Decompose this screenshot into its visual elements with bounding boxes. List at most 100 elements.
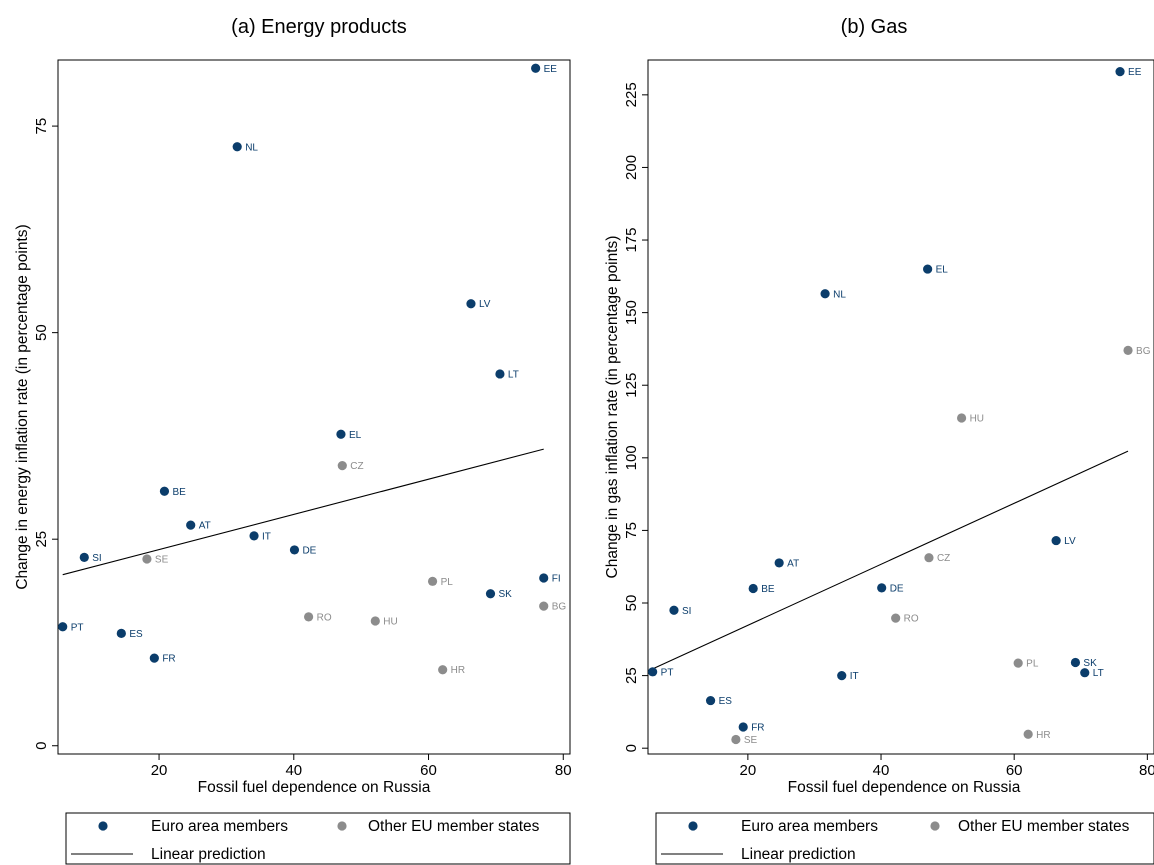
x-tick-label: 20 <box>740 762 757 779</box>
point-lv <box>1051 535 1061 546</box>
point-label-ee: EE <box>1128 67 1142 78</box>
point-cz <box>924 553 934 563</box>
point-pl <box>427 576 438 586</box>
fit-line-group <box>62 448 544 576</box>
point-label-sk: SK <box>499 589 513 600</box>
legend: Euro area members Other EU member states… <box>655 812 1154 865</box>
y-tick-label: 200 <box>623 155 640 180</box>
plot-frame <box>647 59 1154 755</box>
legend-marker-other <box>930 821 940 831</box>
y-axis-title: Change in gas inflation rate (in percent… <box>604 236 621 579</box>
point-ee <box>531 63 541 73</box>
point-bg <box>539 601 549 611</box>
point-label-el: EL <box>349 430 362 441</box>
x-axis-title: Fossil fuel dependence on Russia <box>788 779 1021 796</box>
points-group: EE NL LV LT EL BE AT IT DE SI FI SK PT ES FR CZ SE PL BG RO… <box>58 63 566 676</box>
point-label-hu: HU <box>383 616 397 627</box>
legend-box <box>655 812 1154 865</box>
point-it <box>249 531 259 541</box>
point-label-fi: FI <box>552 574 561 585</box>
point-sk <box>1070 657 1081 668</box>
legend-label-euro: Euro area members <box>741 818 878 835</box>
point-it <box>837 670 847 681</box>
y-tick-label: 100 <box>623 445 640 470</box>
legend: Euro area members Other EU member states… <box>65 812 571 865</box>
y-axis-title: Change in energy inflation rate (in perc… <box>14 224 31 589</box>
point-se <box>142 554 152 564</box>
legend-label-other: Other EU member states <box>368 818 540 835</box>
linear-prediction-line <box>652 450 1129 670</box>
point-label-fr: FR <box>751 722 764 733</box>
x-axis-title: Fossil fuel dependence on Russia <box>198 779 431 796</box>
point-hr <box>438 665 448 675</box>
point-label-sk: SK <box>1083 658 1097 669</box>
y-tick-label: 150 <box>623 300 640 325</box>
x-tick-label: 60 <box>420 762 437 779</box>
point-label-pl: PL <box>441 577 454 588</box>
point-es <box>116 628 126 638</box>
point-label-lv: LV <box>1064 536 1076 547</box>
point-label-se: SE <box>744 735 758 746</box>
point-el <box>336 429 346 439</box>
point-at <box>186 520 196 530</box>
linear-prediction-line <box>62 448 544 576</box>
point-hu <box>370 616 380 626</box>
legend-label-line: Linear prediction <box>741 846 856 863</box>
chart-title: (b) Gas <box>841 16 908 38</box>
points-group: EE EL NL LV AT BE DE SI SK PT LT IT ES FR BG HU CZ RO PL HR… <box>648 67 1151 746</box>
point-label-pl: PL <box>1026 659 1039 670</box>
point-hu <box>956 413 967 423</box>
x-tick-label: 80 <box>1139 762 1154 779</box>
point-label-nl: NL <box>833 289 846 300</box>
point-label-be: BE <box>761 584 775 595</box>
point-si <box>669 605 679 615</box>
point-label-es: ES <box>129 629 143 640</box>
point-label-lt: LT <box>1093 668 1104 679</box>
point-de <box>877 583 887 593</box>
point-label-de: DE <box>890 583 904 594</box>
y-tick-label: 25 <box>623 667 640 684</box>
y-tick-label: 175 <box>623 228 640 253</box>
point-label-pt: PT <box>71 622 84 633</box>
panel-gas: (b) Gas Change in gas inflation rate (in… <box>604 16 1154 865</box>
y-tick-label: 125 <box>623 373 640 398</box>
point-label-si: SI <box>92 553 101 564</box>
point-de <box>289 545 300 555</box>
point-lt <box>1080 668 1090 678</box>
point-nl <box>820 289 830 299</box>
point-fr <box>149 653 159 663</box>
point-label-nl: NL <box>245 142 258 153</box>
y-tick-label: 0 <box>33 742 50 750</box>
y-tick-label: 75 <box>33 118 50 135</box>
point-be <box>159 486 170 496</box>
y-tick-label: 0 <box>623 744 640 752</box>
point-be <box>748 583 758 594</box>
point-fi <box>539 573 549 583</box>
point-label-at: AT <box>199 521 211 532</box>
point-label-si: SI <box>682 606 691 617</box>
point-label-hu: HU <box>970 414 984 425</box>
point-cz <box>337 461 347 471</box>
point-pl <box>1013 658 1023 668</box>
y-tick-label: 75 <box>623 522 640 539</box>
point-el <box>923 264 933 274</box>
point-label-ee: EE <box>544 64 558 75</box>
point-label-pt: PT <box>661 667 674 678</box>
y-tick-label: 50 <box>33 324 50 341</box>
point-lv <box>466 299 476 309</box>
legend-label-euro: Euro area members <box>151 818 288 835</box>
point-bg <box>1123 345 1133 355</box>
legend-marker-other <box>337 821 347 831</box>
point-sk <box>485 589 496 599</box>
point-si <box>79 552 89 562</box>
point-label-at: AT <box>787 558 799 569</box>
point-at <box>774 558 784 568</box>
point-es <box>705 695 716 706</box>
plot-frame <box>57 59 571 755</box>
legend-marker-euro <box>98 821 108 831</box>
point-label-hr: HR <box>1036 730 1050 741</box>
point-ro <box>304 612 314 622</box>
x-tick-label: 40 <box>285 762 302 779</box>
point-label-hr: HR <box>451 665 465 676</box>
